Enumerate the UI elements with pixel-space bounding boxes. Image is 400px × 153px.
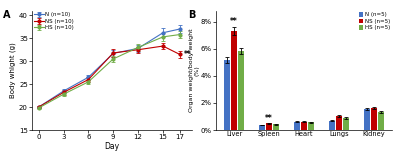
X-axis label: Day: Day [104,142,120,151]
Bar [343,118,349,130]
Bar [294,122,300,130]
Bar [329,121,335,130]
Bar [231,31,237,130]
Text: **: ** [184,50,192,59]
Text: B: B [188,9,195,20]
Y-axis label: Organ weight/body weight
(%): Organ weight/body weight (%) [188,29,199,112]
Bar [273,124,279,130]
Bar [364,109,370,130]
Bar [301,121,307,130]
Legend: N (n=5), NS (n=5), HS (n=5): N (n=5), NS (n=5), HS (n=5) [358,12,391,31]
Bar [308,122,314,130]
Bar [336,116,342,130]
Bar [224,60,230,130]
Text: **: ** [230,17,238,26]
Bar [266,123,272,130]
Legend: N (n=10), NS (n=10), HS (n=10): N (n=10), NS (n=10), HS (n=10) [33,12,75,31]
Bar [371,108,377,130]
Text: A: A [3,9,11,20]
Bar [238,51,244,130]
Y-axis label: Body whight (g): Body whight (g) [10,43,16,98]
Bar [259,125,265,130]
Text: **: ** [265,114,273,123]
Bar [378,112,384,130]
